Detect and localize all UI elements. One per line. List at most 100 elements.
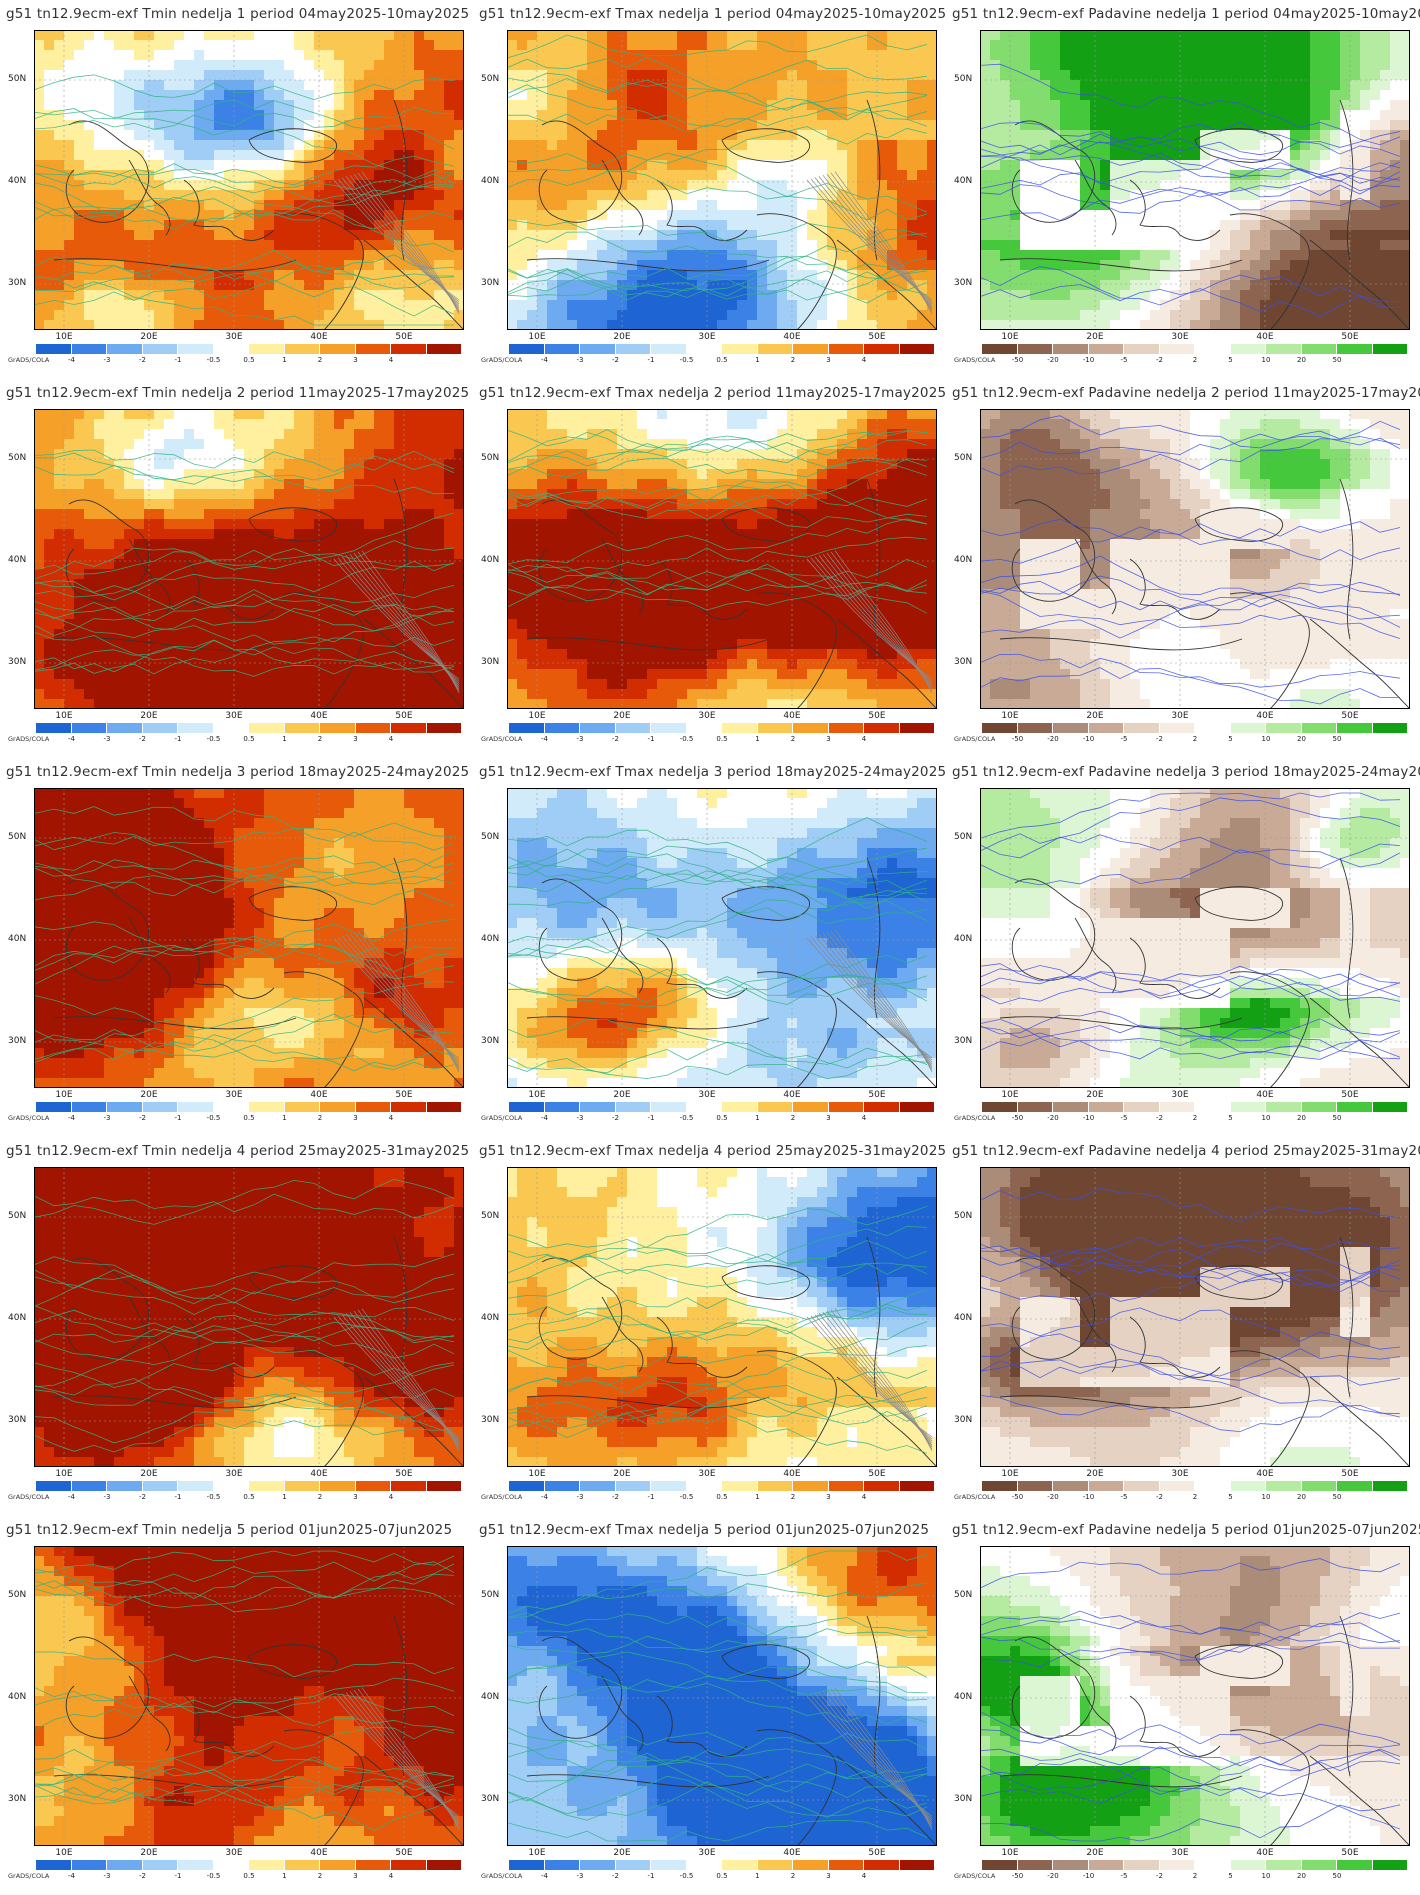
colorbar-tick: -1 bbox=[175, 735, 182, 743]
contours bbox=[980, 1187, 1401, 1433]
longitude-label: 30E bbox=[225, 332, 242, 342]
colorbar-swatch bbox=[828, 1481, 864, 1491]
colorbar-tick: -2 bbox=[1156, 356, 1163, 364]
colorbar-tick: 1 bbox=[282, 1493, 286, 1501]
colorbar-tick: 1 bbox=[755, 1114, 759, 1122]
colorbar-swatch bbox=[1159, 723, 1195, 733]
colorbar-tick: 3 bbox=[353, 1872, 357, 1880]
longitude-label: 50E bbox=[1341, 711, 1358, 721]
colorbar-swatch bbox=[1088, 344, 1124, 354]
colorbar-tick: -0.5 bbox=[207, 356, 221, 364]
colorbar-tick: 2 bbox=[791, 1114, 795, 1122]
colorbar-tick: -4 bbox=[68, 735, 75, 743]
grads-credit: GrADS/COLA bbox=[954, 735, 995, 743]
longitude-label: 20E bbox=[613, 1848, 630, 1858]
colorbar-swatch bbox=[580, 723, 616, 733]
longitude-label: 20E bbox=[140, 1469, 157, 1479]
latitude-label: 30N bbox=[481, 657, 499, 667]
latitude-label: 40N bbox=[954, 1313, 972, 1323]
anomaly-map bbox=[34, 788, 464, 1088]
colorbar-swatch bbox=[71, 1481, 107, 1491]
colorbar-tick: 1 bbox=[282, 735, 286, 743]
colorbar-swatch bbox=[107, 1102, 143, 1112]
colorbar-swatch bbox=[757, 1102, 793, 1112]
colorbar-swatch bbox=[1053, 344, 1089, 354]
colorbar bbox=[509, 1860, 935, 1870]
anomaly-map bbox=[980, 30, 1410, 330]
colorbar-swatch bbox=[1195, 723, 1231, 733]
map-panel-tmax-week-1: g51 tn12.9ecm-exf Tmax nedelja 1 period … bbox=[473, 0, 946, 379]
colorbar-tick: 50 bbox=[1333, 1114, 1342, 1122]
colorbar-tick: 4 bbox=[862, 356, 866, 364]
colorbar-tick: -1 bbox=[175, 1114, 182, 1122]
longitude-label: 20E bbox=[1086, 711, 1103, 721]
colorbar-swatch bbox=[1195, 344, 1231, 354]
panel-title: g51 tn12.9ecm-exf Padavine nedelja 1 per… bbox=[952, 6, 1420, 22]
grads-credit: GrADS/COLA bbox=[481, 1114, 522, 1122]
latitude-label: 40N bbox=[481, 1692, 499, 1702]
colorbar-tick: -0.5 bbox=[680, 1493, 694, 1501]
colorbar-swatch bbox=[651, 723, 687, 733]
contours bbox=[980, 792, 1401, 1060]
panel-title: g51 tn12.9ecm-exf Padavine nedelja 2 per… bbox=[952, 385, 1420, 401]
longitude-label: 40E bbox=[310, 1090, 327, 1100]
colorbar-tick: 3 bbox=[826, 1493, 830, 1501]
latitude-label: 40N bbox=[954, 1692, 972, 1702]
colorbar-swatch bbox=[722, 1860, 758, 1870]
colorbar-swatch bbox=[1372, 344, 1408, 354]
colorbar-tick: -2 bbox=[1156, 1493, 1163, 1501]
colorbar-swatch bbox=[1017, 1860, 1053, 1870]
colorbar-swatch bbox=[982, 723, 1018, 733]
colorbar-swatch bbox=[615, 1102, 651, 1112]
colorbar-tick: 2 bbox=[318, 1872, 322, 1880]
anomaly-field bbox=[980, 1167, 1410, 1467]
longitude-label: 40E bbox=[1256, 1848, 1273, 1858]
colorbar-swatch bbox=[864, 1481, 900, 1491]
colorbar-tick: 0.5 bbox=[243, 735, 254, 743]
map-frame bbox=[507, 30, 937, 330]
map-frame bbox=[34, 1167, 464, 1467]
colorbar-tick: 2 bbox=[1193, 1114, 1197, 1122]
colorbar-swatch bbox=[509, 1860, 545, 1870]
colorbar-swatch bbox=[320, 1860, 356, 1870]
colorbar-swatch bbox=[544, 723, 580, 733]
latitude-label: 30N bbox=[481, 1794, 499, 1804]
anomaly-field bbox=[980, 30, 1410, 330]
colorbar-tick: 2 bbox=[791, 735, 795, 743]
colorbar-tick: 4 bbox=[389, 735, 393, 743]
colorbar-swatch bbox=[391, 723, 427, 733]
colorbar-tick: -1 bbox=[175, 1872, 182, 1880]
latitude-label: 50N bbox=[8, 832, 26, 842]
colorbar-tick: -4 bbox=[541, 356, 548, 364]
map-panel-tmax-week-3: g51 tn12.9ecm-exf Tmax nedelja 3 period … bbox=[473, 758, 946, 1137]
latitude-label: 50N bbox=[954, 1211, 972, 1221]
latitude-label: 50N bbox=[481, 1211, 499, 1221]
colorbar-tick: 2 bbox=[1193, 356, 1197, 364]
colorbar-swatch bbox=[686, 1481, 722, 1491]
longitude-label: 20E bbox=[1086, 1469, 1103, 1479]
latitude-label: 30N bbox=[954, 657, 972, 667]
colorbar-swatch bbox=[1301, 1860, 1337, 1870]
longitude-label: 30E bbox=[1171, 711, 1188, 721]
colorbar-tick: 3 bbox=[826, 1872, 830, 1880]
colorbar-swatch bbox=[651, 1102, 687, 1112]
colorbar-tick: 4 bbox=[389, 1493, 393, 1501]
colorbar-swatch bbox=[355, 344, 391, 354]
grads-credit: GrADS/COLA bbox=[954, 1872, 995, 1880]
longitude-label: 10E bbox=[1001, 1469, 1018, 1479]
colorbar-tick: 10 bbox=[1262, 356, 1271, 364]
colorbar-tick: -50 bbox=[1012, 1872, 1023, 1880]
latitude-label: 30N bbox=[954, 1415, 972, 1425]
colorbar-tick: -4 bbox=[68, 1493, 75, 1501]
colorbar-tick: 4 bbox=[862, 735, 866, 743]
colorbar-swatch bbox=[544, 1860, 580, 1870]
colorbar-swatch bbox=[1195, 1860, 1231, 1870]
colorbar-swatch bbox=[686, 1102, 722, 1112]
colorbar-swatch bbox=[1017, 1102, 1053, 1112]
colorbar-tick: 2 bbox=[1193, 1493, 1197, 1501]
colorbar-swatch bbox=[107, 723, 143, 733]
longitude-label: 20E bbox=[613, 332, 630, 342]
colorbar-swatch bbox=[615, 1860, 651, 1870]
longitude-label: 30E bbox=[1171, 1090, 1188, 1100]
latitude-label: 40N bbox=[481, 555, 499, 565]
